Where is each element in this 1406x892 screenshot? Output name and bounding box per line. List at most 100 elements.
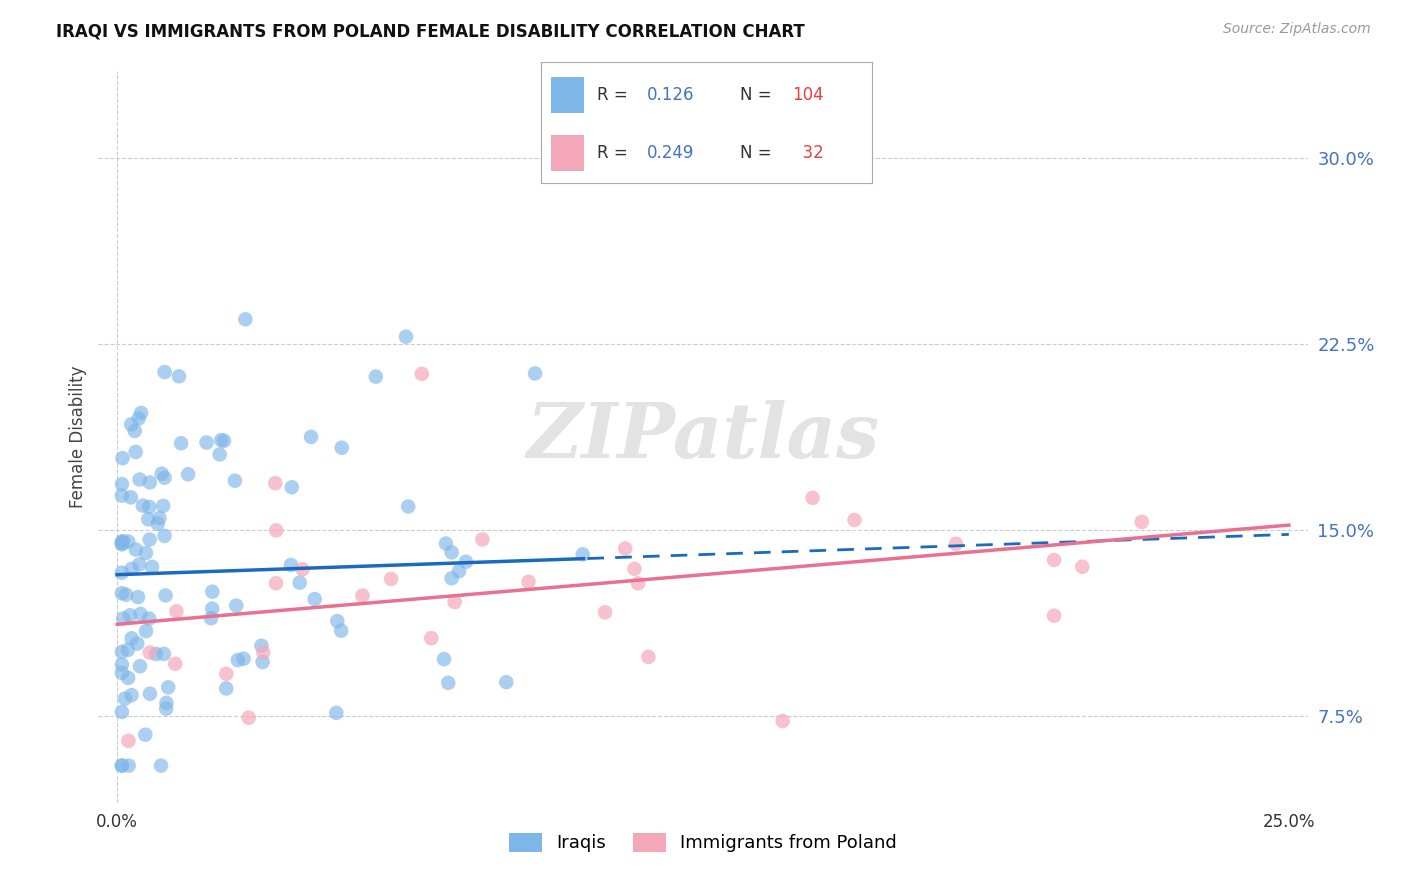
- Point: [134, 728, 156, 742]
- Point: [115, 588, 138, 602]
- Point: [212, 434, 235, 448]
- Point: [264, 524, 287, 538]
- Point: [844, 513, 866, 527]
- Point: [201, 601, 224, 615]
- Point: [111, 489, 134, 503]
- Point: [524, 367, 547, 381]
- Point: [201, 584, 224, 599]
- Point: [447, 564, 470, 578]
- Point: [433, 652, 456, 666]
- Point: [177, 467, 200, 482]
- Point: [135, 546, 157, 560]
- Point: [235, 312, 257, 326]
- Point: [471, 533, 494, 547]
- Point: [117, 534, 139, 549]
- Point: [420, 631, 443, 645]
- Point: [155, 589, 177, 603]
- Text: N =: N =: [740, 86, 776, 104]
- Text: 104: 104: [793, 86, 824, 104]
- Point: [772, 714, 794, 728]
- Point: [111, 566, 134, 580]
- Point: [111, 586, 134, 600]
- Point: [224, 474, 246, 488]
- Point: [121, 562, 143, 576]
- Point: [801, 491, 824, 505]
- Point: [150, 758, 173, 772]
- Point: [121, 688, 143, 702]
- Point: [138, 500, 160, 514]
- Point: [668, 163, 690, 178]
- Point: [330, 624, 353, 638]
- Point: [1043, 608, 1066, 623]
- Point: [112, 534, 135, 549]
- Point: [614, 541, 637, 556]
- Point: [1071, 559, 1094, 574]
- Point: [200, 611, 222, 625]
- Point: [280, 558, 302, 572]
- Point: [325, 706, 347, 720]
- Point: [120, 491, 142, 505]
- Legend: Iraqis, Immigrants from Poland: Iraqis, Immigrants from Poland: [502, 826, 904, 860]
- Point: [225, 599, 247, 613]
- Point: [129, 406, 152, 420]
- Point: [215, 666, 238, 681]
- Point: [195, 435, 218, 450]
- Point: [232, 651, 254, 665]
- Point: [150, 467, 173, 481]
- Point: [238, 711, 260, 725]
- Point: [380, 572, 402, 586]
- Point: [111, 536, 134, 550]
- Point: [364, 369, 387, 384]
- Point: [440, 545, 463, 559]
- Point: [128, 473, 150, 487]
- Point: [167, 369, 190, 384]
- Text: IRAQI VS IMMIGRANTS FROM POLAND FEMALE DISABILITY CORRELATION CHART: IRAQI VS IMMIGRANTS FROM POLAND FEMALE D…: [56, 22, 806, 40]
- Point: [264, 576, 287, 591]
- Point: [330, 441, 353, 455]
- Point: [623, 562, 645, 576]
- Point: [146, 516, 169, 531]
- Point: [440, 571, 463, 585]
- Point: [129, 607, 152, 621]
- Point: [299, 430, 322, 444]
- Point: [352, 589, 374, 603]
- Point: [226, 653, 249, 667]
- Point: [165, 657, 187, 671]
- Point: [124, 424, 146, 438]
- Text: N =: N =: [740, 144, 776, 161]
- Point: [395, 329, 418, 343]
- Point: [281, 480, 304, 494]
- Point: [138, 646, 160, 660]
- Point: [170, 436, 193, 450]
- Point: [138, 612, 160, 626]
- Point: [136, 512, 159, 526]
- Point: [114, 691, 136, 706]
- Point: [152, 499, 174, 513]
- Point: [250, 639, 273, 653]
- Point: [1130, 515, 1153, 529]
- Point: [111, 665, 134, 680]
- Point: [111, 758, 134, 772]
- Point: [153, 471, 176, 485]
- Point: [593, 605, 616, 619]
- Point: [139, 687, 162, 701]
- Point: [571, 547, 593, 561]
- Point: [153, 365, 176, 379]
- Point: [326, 614, 349, 628]
- Text: R =: R =: [598, 86, 634, 104]
- Point: [111, 534, 134, 549]
- Point: [112, 611, 135, 625]
- Point: [139, 475, 162, 490]
- Point: [264, 476, 287, 491]
- Point: [165, 604, 187, 618]
- Point: [111, 451, 134, 466]
- Point: [138, 533, 160, 547]
- Point: [111, 758, 134, 772]
- Point: [127, 637, 149, 651]
- Point: [443, 595, 465, 609]
- Point: [128, 558, 150, 572]
- Point: [208, 447, 231, 461]
- Bar: [551, 77, 585, 113]
- Point: [288, 575, 311, 590]
- Text: Source: ZipAtlas.com: Source: ZipAtlas.com: [1223, 22, 1371, 37]
